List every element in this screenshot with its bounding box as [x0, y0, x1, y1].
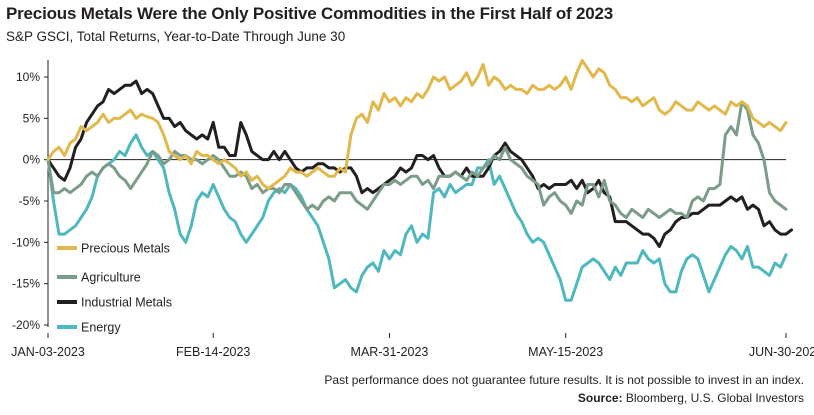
x-axis: JAN-03-2023 FEB-14-2023 MAR-31-2023 MAY-15-… — [11, 333, 814, 359]
source-text: Bloomberg, U.S. Global Investors — [625, 391, 804, 405]
chart-title: Precious Metals Were the Only Positive C… — [6, 4, 614, 23]
y-tick-label: -20% — [12, 318, 40, 332]
x-tick-label: FEB-14-2023 — [176, 345, 250, 359]
chart-subtitle: S&P GSCI, Total Returns, Year-to-Date Th… — [6, 29, 346, 44]
legend-label-agriculture: Agriculture — [81, 271, 141, 285]
series-group — [46, 58, 794, 302]
legend-label-energy: Energy — [81, 321, 121, 335]
source-label: Source: — [577, 391, 623, 405]
legend: Precious Metals Agriculture Industrial Met… — [57, 242, 172, 335]
x-tick-label: MAY-15-2023 — [528, 345, 603, 359]
y-tick-label: 10% — [16, 70, 40, 84]
y-tick-label: -10% — [12, 235, 40, 249]
y-tick-label: 0% — [23, 153, 41, 167]
x-tick-label: JAN-03-2023 — [11, 345, 85, 359]
y-axis: 10% 5% 0% -5% -10% -15% -20% — [12, 60, 49, 332]
x-tick-label: JUN-30-2023 — [749, 345, 814, 359]
disclaimer-text: Past performance does not guarantee futu… — [324, 373, 804, 387]
series-line-precious-metals — [46, 58, 788, 191]
legend-label-industrial-metals: Industrial Metals — [81, 296, 172, 310]
series-line-agriculture — [46, 100, 788, 220]
series-line-energy — [46, 133, 788, 302]
series-line-industrial-metals — [46, 79, 794, 248]
legend-label-precious-metals: Precious Metals — [81, 242, 170, 256]
y-tick-label: -15% — [12, 277, 40, 291]
source-line: Source: Bloomberg, U.S. Global Investors — [578, 391, 804, 405]
y-tick-label: -5% — [19, 194, 41, 208]
x-tick-label: MAR-31-2023 — [351, 345, 429, 359]
y-tick-label: 5% — [23, 111, 41, 125]
